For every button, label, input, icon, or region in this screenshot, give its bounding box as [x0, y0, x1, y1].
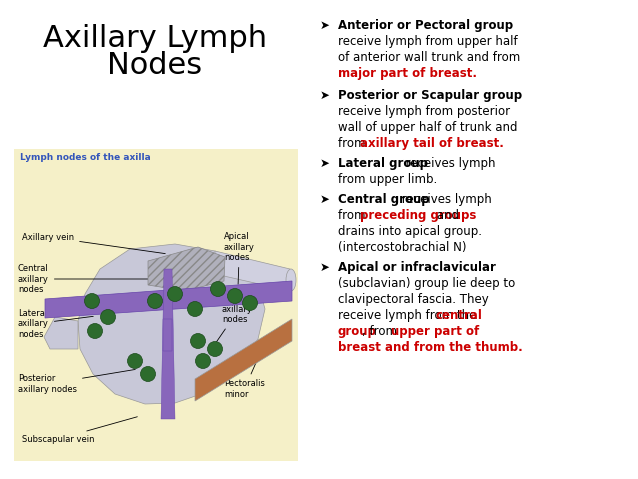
Text: Central
axillary
nodes: Central axillary nodes [18, 264, 165, 294]
Text: Nodes: Nodes [107, 51, 202, 80]
Text: breast and from the thumb.: breast and from the thumb. [338, 341, 523, 354]
Circle shape [195, 354, 211, 368]
Text: Lymph nodes of the axilla: Lymph nodes of the axilla [20, 153, 151, 162]
Circle shape [140, 366, 156, 381]
Text: upper part of: upper part of [391, 325, 479, 338]
Circle shape [191, 333, 205, 349]
Text: from: from [338, 137, 369, 150]
Polygon shape [148, 247, 225, 291]
Polygon shape [161, 269, 175, 419]
Text: preceding groups: preceding groups [360, 209, 477, 222]
Text: ➤: ➤ [320, 193, 330, 206]
Text: receive lymph from posterior: receive lymph from posterior [338, 105, 510, 118]
Text: ➤: ➤ [320, 19, 330, 32]
Text: Posterior
axillary nodes: Posterior axillary nodes [18, 369, 135, 394]
Circle shape [168, 286, 182, 301]
Text: ➤: ➤ [320, 261, 330, 274]
Text: drains into apical group.: drains into apical group. [338, 225, 482, 238]
Text: from: from [338, 209, 369, 222]
Text: Axillary Lymph: Axillary Lymph [43, 24, 267, 53]
Text: axillary tail of breast.: axillary tail of breast. [360, 137, 504, 150]
Text: Anterior or Pectoral group: Anterior or Pectoral group [338, 19, 513, 32]
Text: receives lymph: receives lymph [397, 157, 495, 170]
Text: and: and [433, 209, 459, 222]
Polygon shape [45, 281, 292, 318]
Text: ➤: ➤ [320, 157, 330, 170]
Text: Posterior or Scapular group: Posterior or Scapular group [338, 89, 522, 102]
Circle shape [147, 294, 163, 308]
Text: of anterior wall trunk and from: of anterior wall trunk and from [338, 51, 520, 64]
Polygon shape [78, 244, 265, 404]
Circle shape [211, 282, 225, 297]
Text: (intercostobrachial N): (intercostobrachial N) [338, 241, 466, 254]
Text: receive lymph from the: receive lymph from the [338, 309, 480, 322]
Text: Apical or infraclavicular: Apical or infraclavicular [338, 261, 496, 274]
Text: wall of upper half of trunk and: wall of upper half of trunk and [338, 121, 517, 134]
Circle shape [188, 301, 202, 317]
Text: Pectoralis
minor: Pectoralis minor [224, 352, 265, 399]
Text: receive lymph from upper half: receive lymph from upper half [338, 35, 517, 48]
Circle shape [242, 296, 258, 310]
Circle shape [87, 323, 103, 339]
Text: clavipectoral fascia. They: clavipectoral fascia. They [338, 293, 489, 306]
Text: Anterior
axillary
nodes: Anterior axillary nodes [216, 294, 256, 342]
Circle shape [128, 354, 142, 368]
Polygon shape [215, 251, 290, 291]
Polygon shape [195, 319, 292, 401]
Text: central: central [435, 309, 482, 322]
Text: receives lymph: receives lymph [397, 193, 491, 206]
Bar [14, 149, 298, 461]
Text: Central group: Central group [338, 193, 429, 206]
Polygon shape [163, 319, 172, 351]
Circle shape [228, 288, 242, 304]
Circle shape [207, 342, 223, 356]
Text: Axillary vein: Axillary vein [22, 232, 165, 253]
Text: , from: , from [362, 325, 401, 338]
Text: Apical
axillary
nodes: Apical axillary nodes [224, 232, 255, 284]
Text: major part of breast.: major part of breast. [338, 67, 477, 80]
Circle shape [101, 309, 115, 324]
Text: (subclavian) group lie deep to: (subclavian) group lie deep to [338, 277, 516, 290]
Text: from upper limb.: from upper limb. [338, 173, 437, 186]
Text: group: group [338, 325, 377, 338]
Circle shape [84, 294, 100, 308]
Polygon shape [44, 317, 78, 349]
Text: ➤: ➤ [320, 89, 330, 102]
Ellipse shape [286, 269, 296, 291]
Text: Lateral
axillary
nodes: Lateral axillary nodes [18, 309, 93, 339]
Text: Subscapular vein: Subscapular vein [22, 417, 137, 444]
Text: Lateral group: Lateral group [338, 157, 428, 170]
